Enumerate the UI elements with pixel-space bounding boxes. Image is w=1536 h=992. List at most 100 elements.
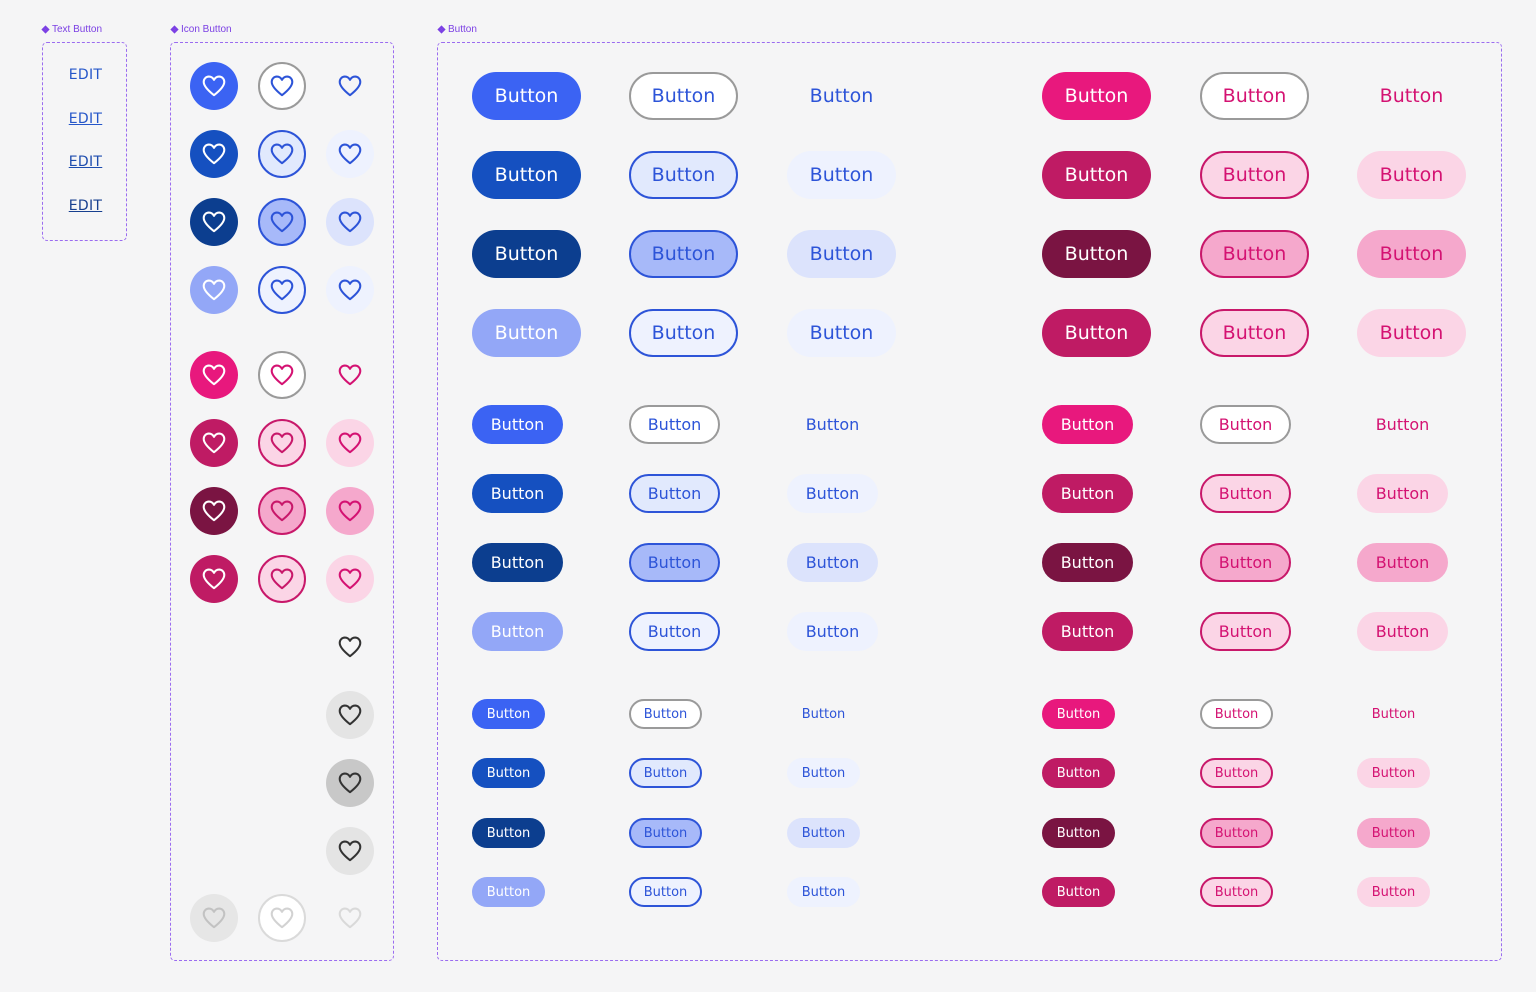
large-filled-pink-button-hover[interactable]: Button xyxy=(1042,151,1151,199)
heart-icon-button[interactable] xyxy=(326,827,374,875)
medium-outlined-pink-button-hover[interactable]: Button xyxy=(1200,474,1291,513)
heart-icon-button[interactable] xyxy=(258,351,306,399)
edit-text-button-focused[interactable]: EDIT xyxy=(68,198,103,214)
heart-icon-button[interactable] xyxy=(326,130,374,178)
small-text-pink-button-disabled[interactable]: Button xyxy=(1357,877,1430,907)
large-filled-blue-button-disabled[interactable]: Button xyxy=(472,309,581,357)
edit-text-button-hover[interactable]: EDIT xyxy=(68,111,103,127)
large-text-blue-button-disabled[interactable]: Button xyxy=(787,309,896,357)
heart-icon-button[interactable] xyxy=(258,894,306,942)
medium-text-blue-button-pressed[interactable]: Button xyxy=(787,543,878,582)
small-outlined-blue-button-pressed[interactable]: Button xyxy=(629,818,702,848)
large-text-pink-button-default[interactable]: Button xyxy=(1379,85,1444,107)
large-text-pink-button-pressed[interactable]: Button xyxy=(1357,230,1466,278)
small-outlined-pink-button-hover[interactable]: Button xyxy=(1200,758,1273,788)
large-filled-blue-button-default[interactable]: Button xyxy=(472,72,581,120)
small-text-blue-button-default[interactable]: Button xyxy=(801,706,846,722)
large-text-pink-button-hover[interactable]: Button xyxy=(1357,151,1466,199)
heart-icon-button[interactable] xyxy=(326,759,374,807)
small-outlined-blue-button-disabled[interactable]: Button xyxy=(629,877,702,907)
medium-filled-pink-button-default[interactable]: Button xyxy=(1042,405,1133,444)
heart-icon-button[interactable] xyxy=(326,62,374,110)
medium-text-blue-button-hover[interactable]: Button xyxy=(787,474,878,513)
medium-outlined-pink-button-default[interactable]: Button xyxy=(1200,405,1291,444)
large-filled-pink-button-disabled[interactable]: Button xyxy=(1042,309,1151,357)
medium-filled-pink-button-pressed[interactable]: Button xyxy=(1042,543,1133,582)
medium-filled-blue-button-hover[interactable]: Button xyxy=(472,474,563,513)
small-filled-pink-button-pressed[interactable]: Button xyxy=(1042,818,1115,848)
medium-text-pink-button-hover[interactable]: Button xyxy=(1357,474,1448,513)
large-outlined-blue-button-default[interactable]: Button xyxy=(629,72,738,120)
large-filled-pink-button-pressed[interactable]: Button xyxy=(1042,230,1151,278)
medium-filled-pink-button-disabled[interactable]: Button xyxy=(1042,612,1133,651)
small-text-pink-button-default[interactable]: Button xyxy=(1371,706,1416,722)
heart-icon-button[interactable] xyxy=(190,198,238,246)
small-filled-blue-button-hover[interactable]: Button xyxy=(472,758,545,788)
medium-outlined-blue-button-disabled[interactable]: Button xyxy=(629,612,720,651)
small-text-pink-button-pressed[interactable]: Button xyxy=(1357,818,1430,848)
large-outlined-blue-button-pressed[interactable]: Button xyxy=(629,230,738,278)
medium-filled-pink-button-hover[interactable]: Button xyxy=(1042,474,1133,513)
medium-text-blue-button-default[interactable]: Button xyxy=(805,415,860,434)
small-filled-blue-button-disabled[interactable]: Button xyxy=(472,877,545,907)
medium-outlined-blue-button-hover[interactable]: Button xyxy=(629,474,720,513)
heart-icon-button[interactable] xyxy=(258,130,306,178)
small-outlined-blue-button-hover[interactable]: Button xyxy=(629,758,702,788)
small-filled-pink-button-hover[interactable]: Button xyxy=(1042,758,1115,788)
large-text-pink-button-disabled[interactable]: Button xyxy=(1357,309,1466,357)
large-outlined-blue-button-disabled[interactable]: Button xyxy=(629,309,738,357)
medium-filled-blue-button-disabled[interactable]: Button xyxy=(472,612,563,651)
heart-icon-button[interactable] xyxy=(190,266,238,314)
small-text-pink-button-hover[interactable]: Button xyxy=(1357,758,1430,788)
heart-icon-button[interactable] xyxy=(326,555,374,603)
medium-outlined-pink-button-disabled[interactable]: Button xyxy=(1200,612,1291,651)
small-text-blue-button-pressed[interactable]: Button xyxy=(787,818,860,848)
heart-icon-button[interactable] xyxy=(258,266,306,314)
medium-text-blue-button-disabled[interactable]: Button xyxy=(787,612,878,651)
medium-filled-blue-button-default[interactable]: Button xyxy=(472,405,563,444)
large-outlined-pink-button-default[interactable]: Button xyxy=(1200,72,1309,120)
large-outlined-blue-button-hover[interactable]: Button xyxy=(629,151,738,199)
heart-icon-button[interactable] xyxy=(258,555,306,603)
medium-outlined-pink-button-pressed[interactable]: Button xyxy=(1200,543,1291,582)
medium-text-pink-button-disabled[interactable]: Button xyxy=(1357,612,1448,651)
small-filled-pink-button-disabled[interactable]: Button xyxy=(1042,877,1115,907)
small-outlined-blue-button-default[interactable]: Button xyxy=(629,699,702,729)
small-outlined-pink-button-default[interactable]: Button xyxy=(1200,699,1273,729)
heart-icon-button[interactable] xyxy=(258,487,306,535)
heart-icon-button[interactable] xyxy=(190,487,238,535)
large-filled-blue-button-hover[interactable]: Button xyxy=(472,151,581,199)
heart-icon-button[interactable] xyxy=(326,487,374,535)
heart-icon-button[interactable] xyxy=(258,419,306,467)
small-filled-blue-button-pressed[interactable]: Button xyxy=(472,818,545,848)
heart-icon-button[interactable] xyxy=(190,555,238,603)
heart-icon-button[interactable] xyxy=(190,130,238,178)
heart-icon-button[interactable] xyxy=(258,198,306,246)
small-filled-blue-button-default[interactable]: Button xyxy=(472,699,545,729)
large-outlined-pink-button-hover[interactable]: Button xyxy=(1200,151,1309,199)
small-outlined-pink-button-pressed[interactable]: Button xyxy=(1200,818,1273,848)
medium-filled-blue-button-pressed[interactable]: Button xyxy=(472,543,563,582)
edit-text-button-pressed[interactable]: EDIT xyxy=(68,154,103,170)
heart-icon-button[interactable] xyxy=(190,894,238,942)
small-text-blue-button-hover[interactable]: Button xyxy=(787,758,860,788)
medium-text-pink-button-default[interactable]: Button xyxy=(1375,415,1430,434)
heart-icon-button[interactable] xyxy=(326,351,374,399)
large-filled-blue-button-pressed[interactable]: Button xyxy=(472,230,581,278)
small-outlined-pink-button-disabled[interactable]: Button xyxy=(1200,877,1273,907)
medium-outlined-blue-button-pressed[interactable]: Button xyxy=(629,543,720,582)
large-text-blue-button-default[interactable]: Button xyxy=(809,85,874,107)
large-outlined-pink-button-disabled[interactable]: Button xyxy=(1200,309,1309,357)
medium-text-pink-button-pressed[interactable]: Button xyxy=(1357,543,1448,582)
heart-icon-button[interactable] xyxy=(326,419,374,467)
large-outlined-pink-button-pressed[interactable]: Button xyxy=(1200,230,1309,278)
small-text-blue-button-disabled[interactable]: Button xyxy=(787,877,860,907)
heart-icon-button[interactable] xyxy=(326,894,374,942)
medium-outlined-blue-button-default[interactable]: Button xyxy=(629,405,720,444)
heart-icon-button[interactable] xyxy=(190,419,238,467)
heart-icon-button[interactable] xyxy=(326,691,374,739)
heart-icon-button[interactable] xyxy=(190,62,238,110)
heart-icon-button[interactable] xyxy=(258,62,306,110)
large-text-blue-button-hover[interactable]: Button xyxy=(787,151,896,199)
heart-icon-button[interactable] xyxy=(326,266,374,314)
